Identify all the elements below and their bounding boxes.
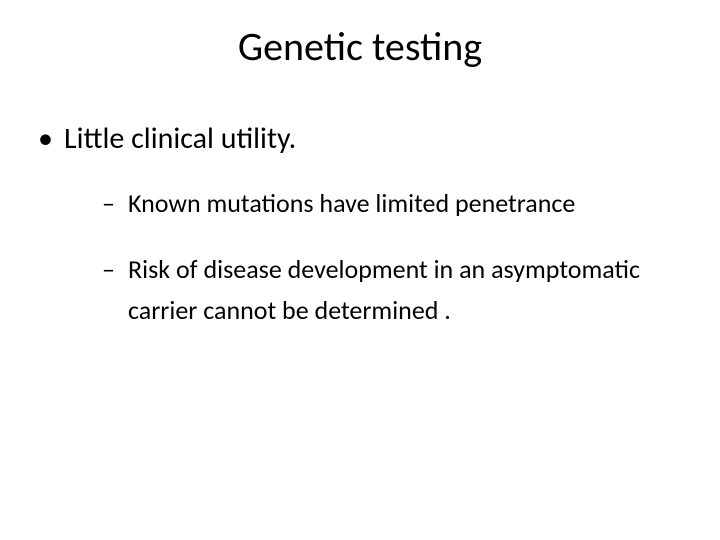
bullet-list-level2: Known mutations have limited penetrance … (102, 183, 690, 332)
list-item: Known mutations have limited penetrance (102, 183, 690, 225)
bullet-list-level1: Little clinical utility. Known mutations… (38, 120, 690, 332)
bullet-text: Risk of disease development in an asympt… (128, 253, 640, 327)
list-item: Risk of disease development in an asympt… (102, 249, 690, 332)
slide: Genetic testing Little clinical utility.… (0, 0, 720, 540)
slide-body: Little clinical utility. Known mutations… (38, 120, 690, 358)
list-item: Little clinical utility. Known mutations… (38, 120, 690, 332)
bullet-text: Little clinical utility. (64, 120, 296, 157)
slide-title: Genetic testing (0, 22, 720, 71)
bullet-text: Known mutations have limited penetrance (128, 187, 575, 219)
